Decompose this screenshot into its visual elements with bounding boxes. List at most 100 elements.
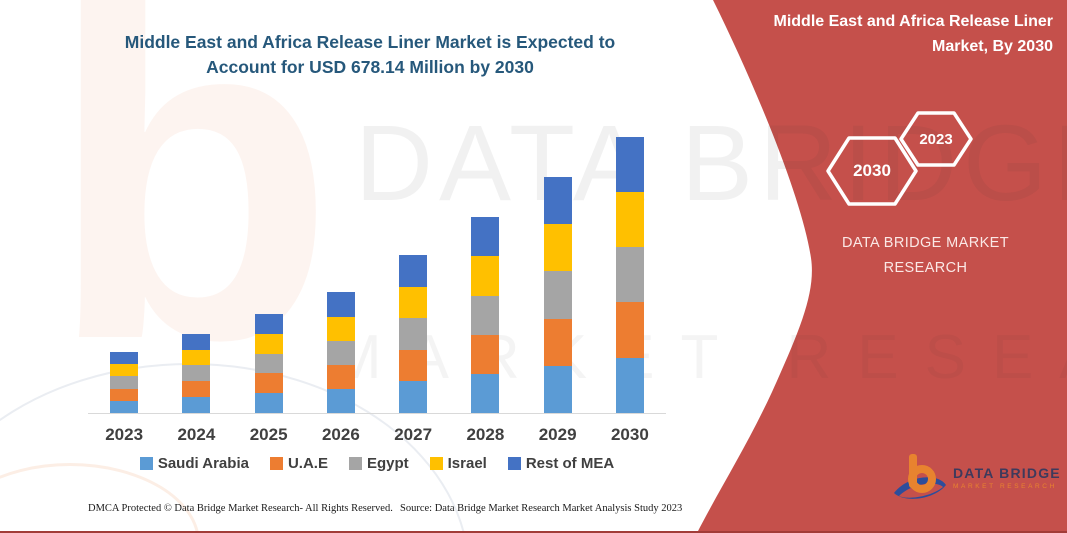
x-label-2023: 2023 [105,425,144,444]
segment-2026-egypt [326,340,355,365]
watermark-data-bridge-text: DATA BRIDGE [355,102,1067,223]
footer-source: Source: Data Bridge Market Research Mark… [400,503,683,514]
segment-2025-israel [254,334,283,354]
x-label-2029: 2029 [538,425,577,444]
logo-words: DATA BRIDGE MARKET RESEARCH [953,465,1061,490]
stacked-bar-2028 [471,216,500,413]
segment-2027-israel [399,286,428,319]
segment-2026-saudi-arabia [326,388,355,413]
logo-name: DATA BRIDGE [953,464,1061,481]
stacked-bar-2023 [110,351,139,413]
segment-2030-rest-of-mea [615,137,644,193]
legend-label: Saudi Arabia [157,455,249,472]
bar-column-2024 [161,334,232,413]
legend-label: Rest of MEA [525,455,615,472]
x-label-2028: 2028 [466,425,505,444]
hexagon-2023-label: 2023 [919,130,953,148]
watermark-market-research-text: MARKET RESEARCH [330,323,1067,392]
data-bridge-logo-icon [893,452,947,502]
legend-swatch-icon [507,457,521,470]
segment-2029-rest-of-mea [543,176,572,225]
hexagon-2023: 2023 [899,110,973,168]
segment-2025-saudi-arabia [254,393,283,413]
footer-dmca: DMCA Protected © Data Bridge Market Rese… [88,503,393,514]
legend-label: U.A.E [287,455,328,472]
segment-2023-saudi-arabia [110,400,139,413]
segment-2029-egypt [543,271,572,319]
data-bridge-logo: DATA BRIDGE MARKET RESEARCH [893,452,1061,502]
segment-2026-rest-of-mea [326,292,355,317]
stacked-bar-2026 [326,292,355,413]
red-panel-shape [697,0,1067,533]
segment-2028-israel [471,256,500,296]
x-label-2025: 2025 [249,425,288,444]
legend-swatch-icon [139,457,153,470]
legend-item-saudi-arabia: Saudi Arabia [139,455,249,472]
brand-text: DATA BRIDGE MARKET RESEARCH [842,235,1009,276]
x-label-2027: 2027 [394,425,433,444]
segment-2026-u-a-e [326,364,355,389]
legend-label: Egypt [366,455,409,472]
segment-2026-israel [326,316,355,341]
segment-2029-saudi-arabia [543,365,572,413]
chart-title: Middle East and Africa Release Liner Mar… [124,32,616,78]
legend-swatch-icon [429,457,443,470]
segment-2028-rest-of-mea [471,216,500,257]
segment-2024-egypt [182,365,211,382]
segment-2030-egypt [615,247,644,303]
segment-2030-u-a-e [615,302,644,358]
stacked-bar-2030 [615,137,644,413]
segment-2025-rest-of-mea [254,314,283,335]
hexagon-outline [826,136,918,206]
legend-item-u-a-e: U.A.E [269,455,328,472]
bottom-border-line [0,531,1067,533]
legend-label: Israel [447,455,487,472]
segment-2023-u-a-e [110,388,139,401]
segment-2024-saudi-arabia [182,397,211,413]
legend-item-rest-of-mea: Rest of MEA [507,455,615,472]
segment-2029-u-a-e [543,318,572,366]
segment-2025-u-a-e [254,373,283,394]
stacked-bar-2029 [543,176,572,413]
segment-2024-israel [182,349,211,366]
segment-2030-saudi-arabia [615,357,644,413]
segment-2029-israel [543,224,572,272]
bar-column-2026 [305,292,376,413]
x-label-2030: 2030 [610,425,649,444]
legend-swatch-icon [348,457,362,470]
x-label-2024: 2024 [177,425,216,444]
segment-2028-egypt [471,295,500,335]
bar-column-2028 [450,216,521,413]
bar-column-2030 [594,137,665,413]
bars [88,137,666,414]
segment-2024-rest-of-mea [182,334,211,350]
hexagon-2030-label: 2030 [853,161,891,180]
segment-2030-israel [615,192,644,248]
segment-2027-saudi-arabia [399,381,428,413]
stacked-bar-2027 [399,255,428,413]
hexagon-outline [899,111,973,167]
logo-subtext: MARKET RESEARCH [953,482,1057,490]
legend-item-egypt: Egypt [348,455,409,472]
segment-2023-israel [110,364,139,377]
segment-2023-rest-of-mea [110,351,139,365]
logo-b-bowl [908,465,936,493]
legend: Saudi Arabia U.A.E Egypt Israel Rest of MEA [88,455,666,472]
segment-2024-u-a-e [182,381,211,398]
stacked-bar-2024 [182,334,211,413]
x-label-2026: 2026 [321,425,360,444]
bar-column-2027 [378,255,449,413]
panel-title: Middle East and Africa Release Liner Mar… [773,13,1054,55]
x-axis-labels: 2023 2024 2025 2026 2027 2028 2029 2030 [88,425,666,445]
segment-2028-u-a-e [471,334,500,374]
segment-2027-egypt [399,318,428,350]
legend-item-israel: Israel [429,455,487,472]
segment-2025-egypt [254,353,283,374]
bar-column-2029 [522,176,593,413]
legend-swatch-icon [269,457,283,470]
segment-2023-egypt [110,376,139,389]
bar-column-2025 [233,314,304,413]
segment-2028-saudi-arabia [471,373,500,413]
bar-column-2023 [89,351,160,413]
